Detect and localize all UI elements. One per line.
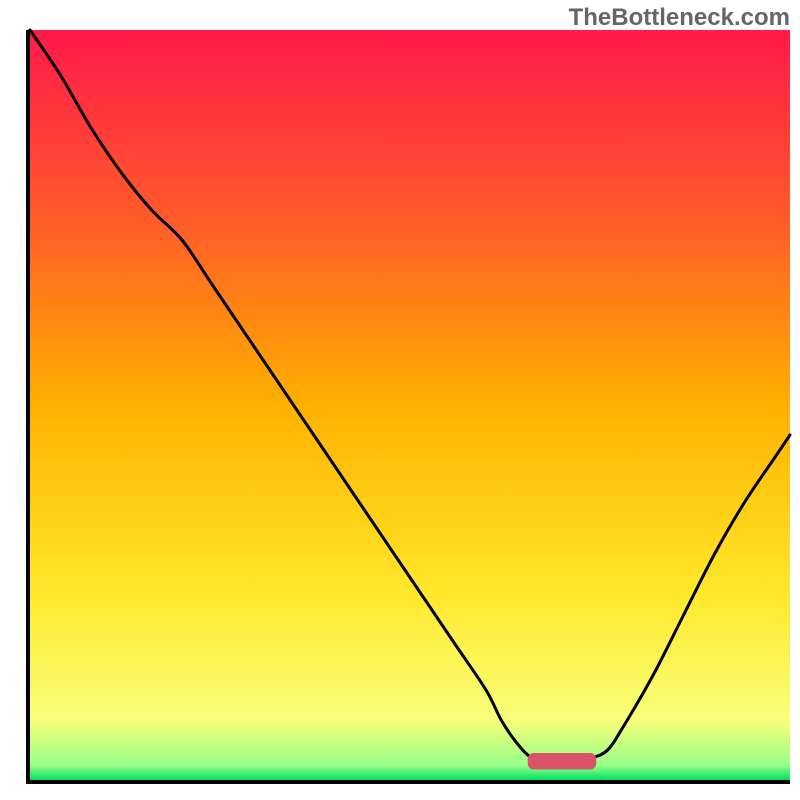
- bottleneck-chart: TheBottleneck.com: [0, 0, 800, 800]
- y-axis-line: [26, 30, 30, 784]
- x-axis-line: [26, 780, 790, 784]
- plot-gradient-area: [30, 30, 790, 780]
- watermark-text: TheBottleneck.com: [569, 4, 790, 32]
